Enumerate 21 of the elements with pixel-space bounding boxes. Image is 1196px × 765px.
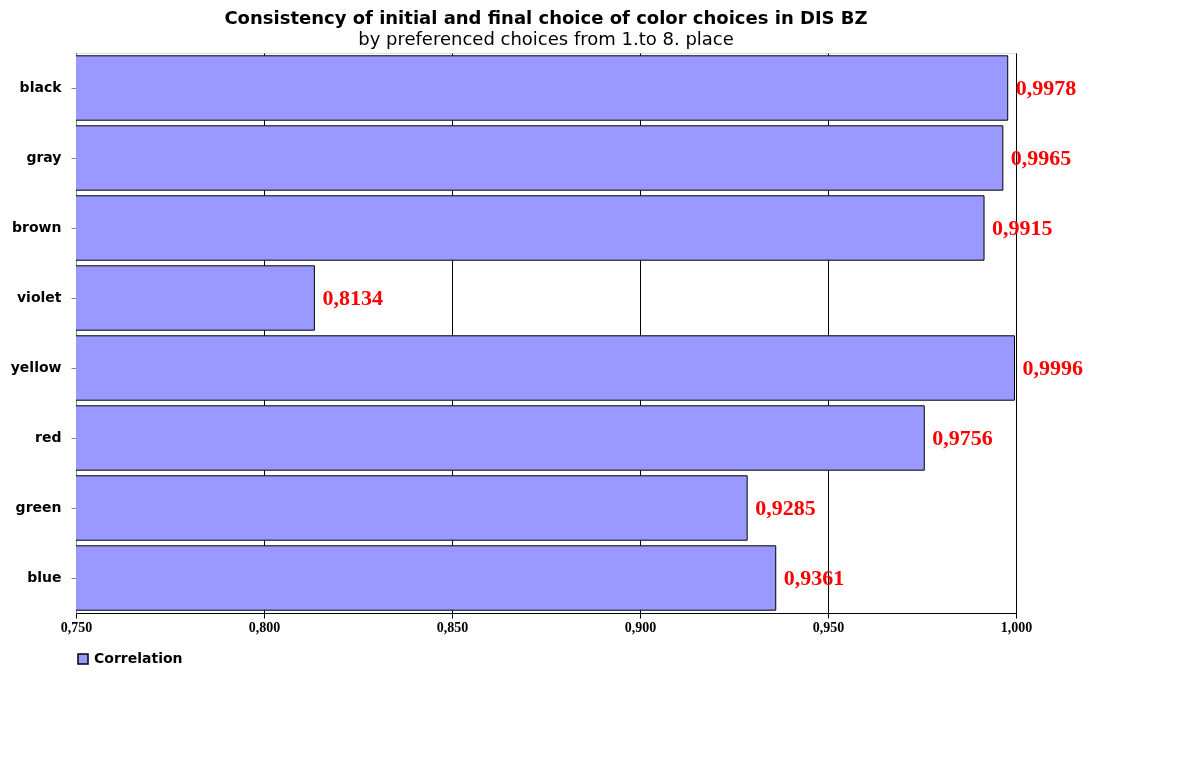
x-tick-label: 0,900 xyxy=(624,619,657,635)
data-label: 0,8134 xyxy=(322,285,383,310)
y-tick-label: black xyxy=(19,79,63,95)
chart-title: Consistency of initial and final choice of color choices in DIS BZ xyxy=(224,7,868,28)
y-tick-label: brown xyxy=(12,219,62,235)
x-tick-label: 0,850 xyxy=(436,619,469,635)
chart-subtitle: by preferenced choices from 1.to 8. place xyxy=(358,28,734,49)
y-tick-label: violet xyxy=(16,289,62,305)
x-tick-label: 1,000 xyxy=(1000,619,1033,635)
data-label: 0,9285 xyxy=(755,495,816,520)
x-tick-label: 0,800 xyxy=(248,619,281,635)
data-label: 0,9756 xyxy=(932,425,993,450)
data-label: 0,9996 xyxy=(1022,355,1083,380)
legend-label: Correlation xyxy=(94,650,183,666)
x-tick-label: 0,950 xyxy=(812,619,845,635)
y-tick-label: green xyxy=(15,499,62,515)
y-tick-label: blue xyxy=(27,569,62,585)
y-tick-label: yellow xyxy=(10,359,62,375)
x-tick-label: 0,750 xyxy=(60,619,93,635)
y-tick-label: red xyxy=(35,429,62,445)
y-tick-label: gray xyxy=(26,149,62,165)
